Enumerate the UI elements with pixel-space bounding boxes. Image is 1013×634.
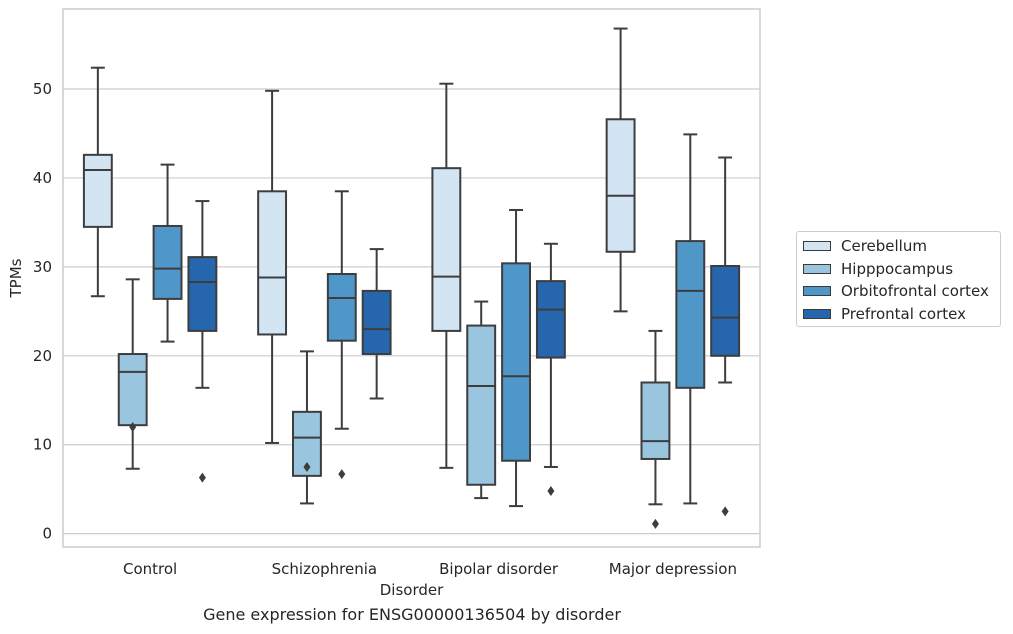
box-prefrontal-cortex (187, 200, 218, 483)
box-orbitofrontal-cortex (501, 208, 531, 508)
legend-swatch (803, 308, 831, 319)
outlier-point (651, 518, 659, 529)
figure-caption: Gene expression for ENSG00000136504 by d… (203, 605, 621, 624)
iqr-box (431, 167, 462, 332)
box-prefrontal-cortex (535, 242, 566, 496)
iqr-box (361, 289, 392, 356)
y-axis-label: TPMs (7, 258, 25, 298)
legend-label: Hipppocampus (841, 259, 954, 278)
legend-item: Prefrontal cortex (803, 303, 1000, 326)
iqr-box (466, 324, 497, 486)
outlier-point (198, 472, 206, 483)
y-tick-label: 20 (33, 347, 52, 365)
outlier-point (129, 421, 137, 432)
legend-label: Prefrontal cortex (841, 304, 966, 323)
y-tick-label: 10 (33, 436, 52, 454)
legend-swatch (803, 241, 831, 252)
box-hipppocampus (640, 329, 671, 529)
box-orbitofrontal-cortex (326, 190, 357, 480)
legend-label: Orbitofrontal cortex (841, 282, 989, 301)
legend-item: Orbitofrontal cortex (803, 280, 1000, 303)
iqr-box (501, 262, 531, 462)
box-prefrontal-cortex (710, 156, 741, 517)
x-tick-label: Control (123, 560, 177, 578)
y-tick-label: 40 (33, 169, 52, 187)
outlier-point (547, 485, 555, 496)
plot-frame (62, 8, 761, 548)
iqr-box (675, 240, 706, 389)
outlier-point (338, 469, 346, 480)
box-orbitofrontal-cortex (675, 133, 706, 505)
box-hipppocampus (117, 278, 148, 470)
x-tick-label: Major depression (609, 560, 737, 578)
box-hipppocampus (466, 300, 497, 500)
iqr-box (535, 280, 566, 359)
box-prefrontal-cortex (361, 248, 392, 400)
outlier-point (721, 506, 729, 517)
iqr-box (82, 153, 113, 228)
iqr-box (117, 353, 148, 427)
box-cerebellum (431, 82, 462, 469)
iqr-box (326, 272, 357, 342)
legend-swatch (803, 263, 831, 274)
legend-label: Cerebellum (841, 237, 927, 256)
y-tick-label: 0 (42, 525, 52, 543)
y-tick-label: 50 (33, 80, 52, 98)
iqr-box (152, 224, 183, 300)
iqr-box (187, 256, 218, 332)
iqr-box (605, 118, 636, 253)
legend-item: Cerebellum (803, 235, 1000, 258)
iqr-box (257, 190, 288, 336)
iqr-box (710, 264, 741, 357)
x-tick-label: Schizophrenia (272, 560, 377, 578)
legend-swatch (803, 286, 831, 297)
iqr-box (640, 381, 671, 460)
legend-item: Hipppocampus (803, 258, 1000, 281)
box-hipppocampus (292, 350, 322, 505)
outlier-point (303, 461, 311, 472)
box-cerebellum (257, 89, 288, 444)
x-axis-label: Disorder (380, 581, 444, 599)
box-cerebellum (82, 66, 113, 298)
box-cerebellum (605, 27, 636, 313)
box-orbitofrontal-cortex (152, 163, 183, 343)
x-tick-label: Bipolar disorder (439, 560, 559, 578)
legend: Cerebellum Hipppocampus Orbitofrontal cort… (796, 231, 1001, 327)
y-tick-label: 30 (33, 258, 52, 276)
